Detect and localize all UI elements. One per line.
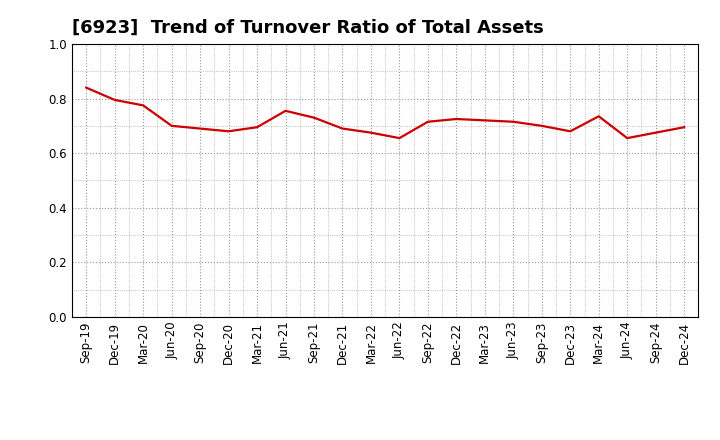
Text: [6923]  Trend of Turnover Ratio of Total Assets: [6923] Trend of Turnover Ratio of Total … bbox=[72, 19, 544, 37]
